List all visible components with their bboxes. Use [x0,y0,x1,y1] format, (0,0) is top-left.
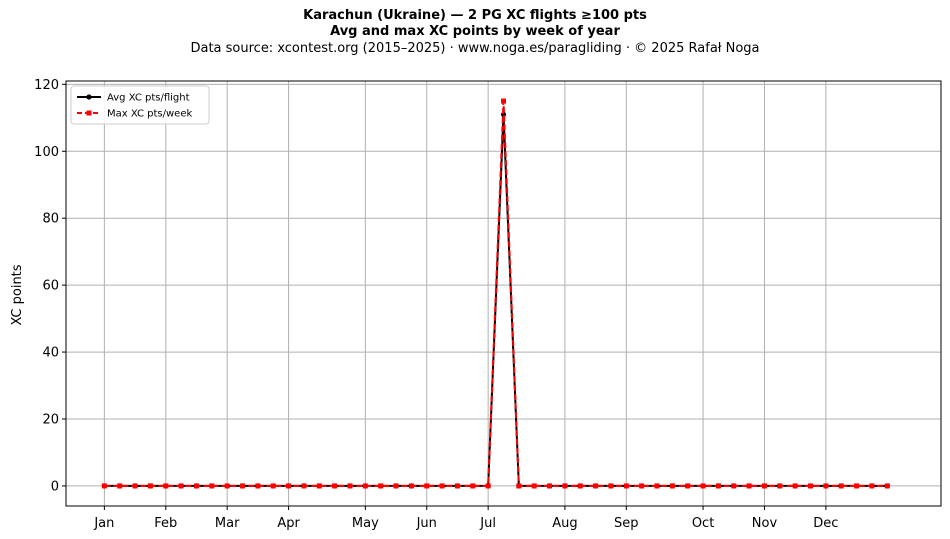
data-point [700,483,706,489]
data-point [240,483,246,489]
legend: Avg XC pts/flight Max XC pts/week [70,85,210,125]
data-point [854,483,860,489]
x-axis: Jan Feb Mar Apr May Jun Jul Aug Sep Oct Nov Dec [93,506,838,531]
data-point [439,483,445,489]
y-tick-label: 60 [42,279,59,294]
data-point [178,483,184,489]
x-tick-label: May [352,516,379,531]
y-tick-label: 100 [34,145,59,160]
data-point [117,483,123,489]
y-tick-label: 40 [42,346,59,361]
y-axis: 0 20 40 60 80 100 120 [34,78,66,494]
data-point [608,483,614,489]
data-point [838,483,844,489]
series-layer [101,98,890,489]
data-point [654,483,660,489]
y-tick-label: 80 [42,212,59,227]
legend-label: Avg XC pts/flight [107,93,190,104]
data-point [639,483,645,489]
chart-source: Data source: xcontest.org (2015–2025) · … [190,41,760,56]
data-point [547,483,553,489]
data-point [378,483,384,489]
data-point [715,483,721,489]
data-point [286,483,292,489]
data-point [501,98,506,104]
x-tick-label: Aug [552,516,577,531]
x-tick-label: Nov [752,516,778,531]
x-tick-label: Feb [154,516,177,531]
x-tick-label: Jan [93,516,114,531]
data-point [255,483,261,489]
data-point [332,483,338,489]
chart-subtitle: Avg and max XC points by week of year [330,24,620,39]
data-point [562,483,568,489]
legend-marker [86,110,92,116]
data-point [147,483,153,489]
data-point [132,483,138,489]
data-point [408,483,414,489]
x-tick-label: Jul [479,516,496,531]
data-point [884,483,890,489]
data-point [531,483,537,489]
data-point [869,483,875,489]
data-point [761,483,767,489]
data-point [669,483,675,489]
series-max [101,98,890,489]
legend-label: Max XC pts/week [107,109,192,120]
legend-box [70,85,210,125]
data-point [424,483,430,489]
x-tick-label: Mar [215,516,240,531]
data-point [270,483,276,489]
data-point [777,483,783,489]
data-point [470,483,476,489]
data-point [823,483,829,489]
x-tick-label: Sep [614,516,639,531]
x-tick-label: Oct [692,516,714,531]
data-point [731,483,737,489]
legend-marker [86,94,92,100]
y-tick-label: 20 [42,412,59,427]
data-point [593,483,599,489]
data-point [316,483,322,489]
data-point [393,483,399,489]
data-point [163,483,169,489]
x-tick-label: Jun [416,516,437,531]
data-point [792,483,798,489]
data-point [347,483,353,489]
data-point [193,483,199,489]
plot-frame [65,80,942,507]
data-point [485,483,491,489]
series-line [104,100,888,487]
y-tick-label: 120 [34,78,59,93]
grid-lines [66,81,941,506]
data-point [209,483,215,489]
data-point [224,483,230,489]
y-axis-label: XC points [10,264,25,325]
chart-title: Karachun (Ukraine) — 2 PG XC flights ≥10… [303,8,647,23]
data-point [746,483,752,489]
data-point [808,483,814,489]
data-point [685,483,691,489]
data-point [577,483,583,489]
title-block: Karachun (Ukraine) — 2 PG XC flights ≥10… [0,8,950,58]
data-point [362,483,368,489]
x-tick-label: Apr [277,516,300,531]
x-tick-label: Dec [813,516,838,531]
data-point [101,483,107,489]
data-point [301,483,307,489]
data-point [454,483,460,489]
data-point [623,483,629,489]
data-point [516,483,522,489]
y-tick-label: 0 [51,479,59,494]
